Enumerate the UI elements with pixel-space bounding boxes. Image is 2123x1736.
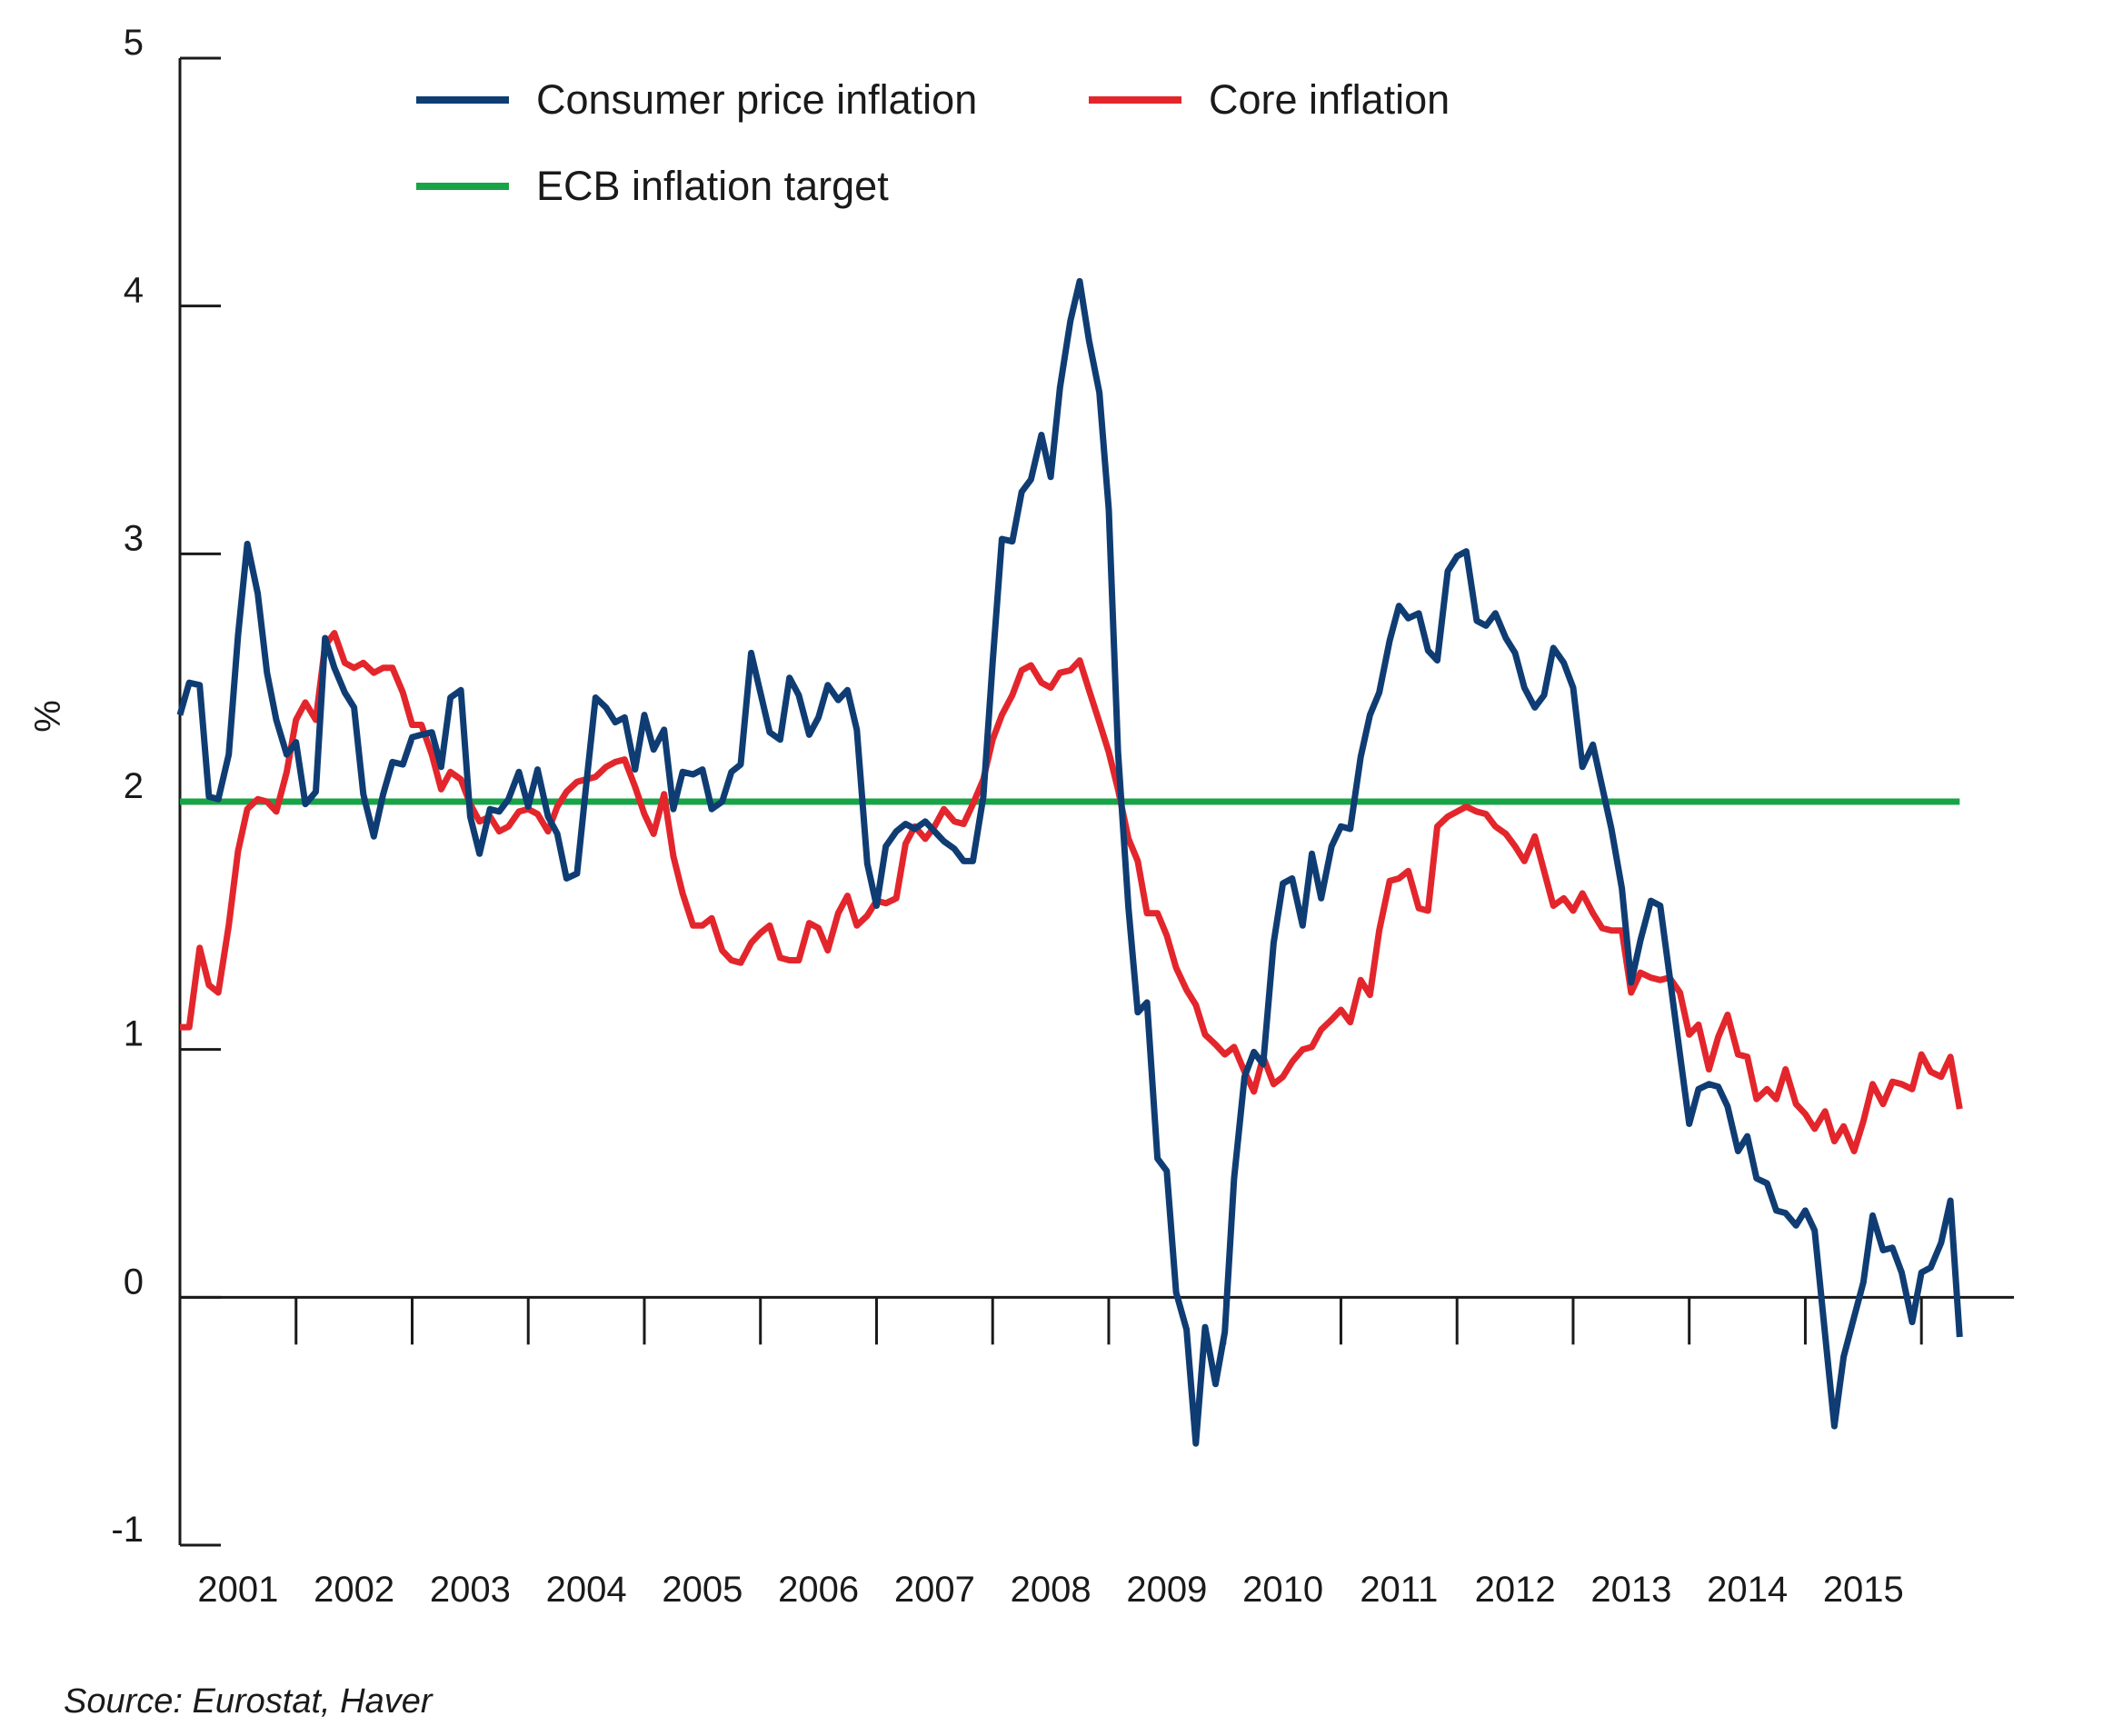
x-tick-label: 2014: [1707, 1570, 1788, 1610]
x-axis: 2001 2002 2003 2004 2005 2006 2007 2008 2009 2010…: [178, 1295, 2014, 1610]
y-tick-label: 2: [124, 766, 144, 806]
x-tick-label: 2001: [197, 1570, 278, 1610]
y-tick-label: 0: [124, 1262, 144, 1302]
y-tick-label: 4: [124, 271, 144, 311]
legend: Consumer price inflation Core inflation …: [416, 76, 1450, 209]
x-tick-label: 2006: [778, 1570, 859, 1610]
source-note: Source: Eurostat, Haver: [64, 1682, 434, 1721]
cpi-line: [176, 277, 1963, 1447]
x-tick-label: 2011: [1360, 1570, 1438, 1610]
x-tick-label: 2005: [662, 1570, 743, 1610]
y-tick-label: 5: [124, 23, 144, 63]
series-layer: [176, 277, 1963, 1447]
x-tick-label: 2004: [546, 1570, 627, 1610]
x-tick-label: 2010: [1242, 1570, 1323, 1610]
x-tick-label: 2007: [894, 1570, 975, 1610]
legend-label-core: Core inflation: [1209, 76, 1450, 123]
y-tick-label: -1: [111, 1510, 144, 1550]
x-tick-label: 2002: [314, 1570, 394, 1610]
x-tick-label: 2003: [430, 1570, 511, 1610]
y-tick-label: 3: [124, 518, 144, 558]
legend-label-cpi: Consumer price inflation: [536, 76, 977, 123]
core-inflation-line: [180, 630, 1963, 1154]
x-tick-label: 2013: [1590, 1570, 1671, 1610]
x-tick-label: 2008: [1011, 1570, 1091, 1610]
y-axis: 5 4 3 2 1 0 -1: [111, 23, 221, 1550]
x-tick-label: 2015: [1823, 1570, 1904, 1610]
legend-label-ecb: ECB inflation target: [536, 163, 889, 209]
y-axis-title: %: [28, 700, 68, 733]
x-tick-label: 2012: [1475, 1570, 1556, 1610]
y-tick-label: 1: [124, 1014, 144, 1054]
x-tick-label: 2009: [1126, 1570, 1207, 1610]
